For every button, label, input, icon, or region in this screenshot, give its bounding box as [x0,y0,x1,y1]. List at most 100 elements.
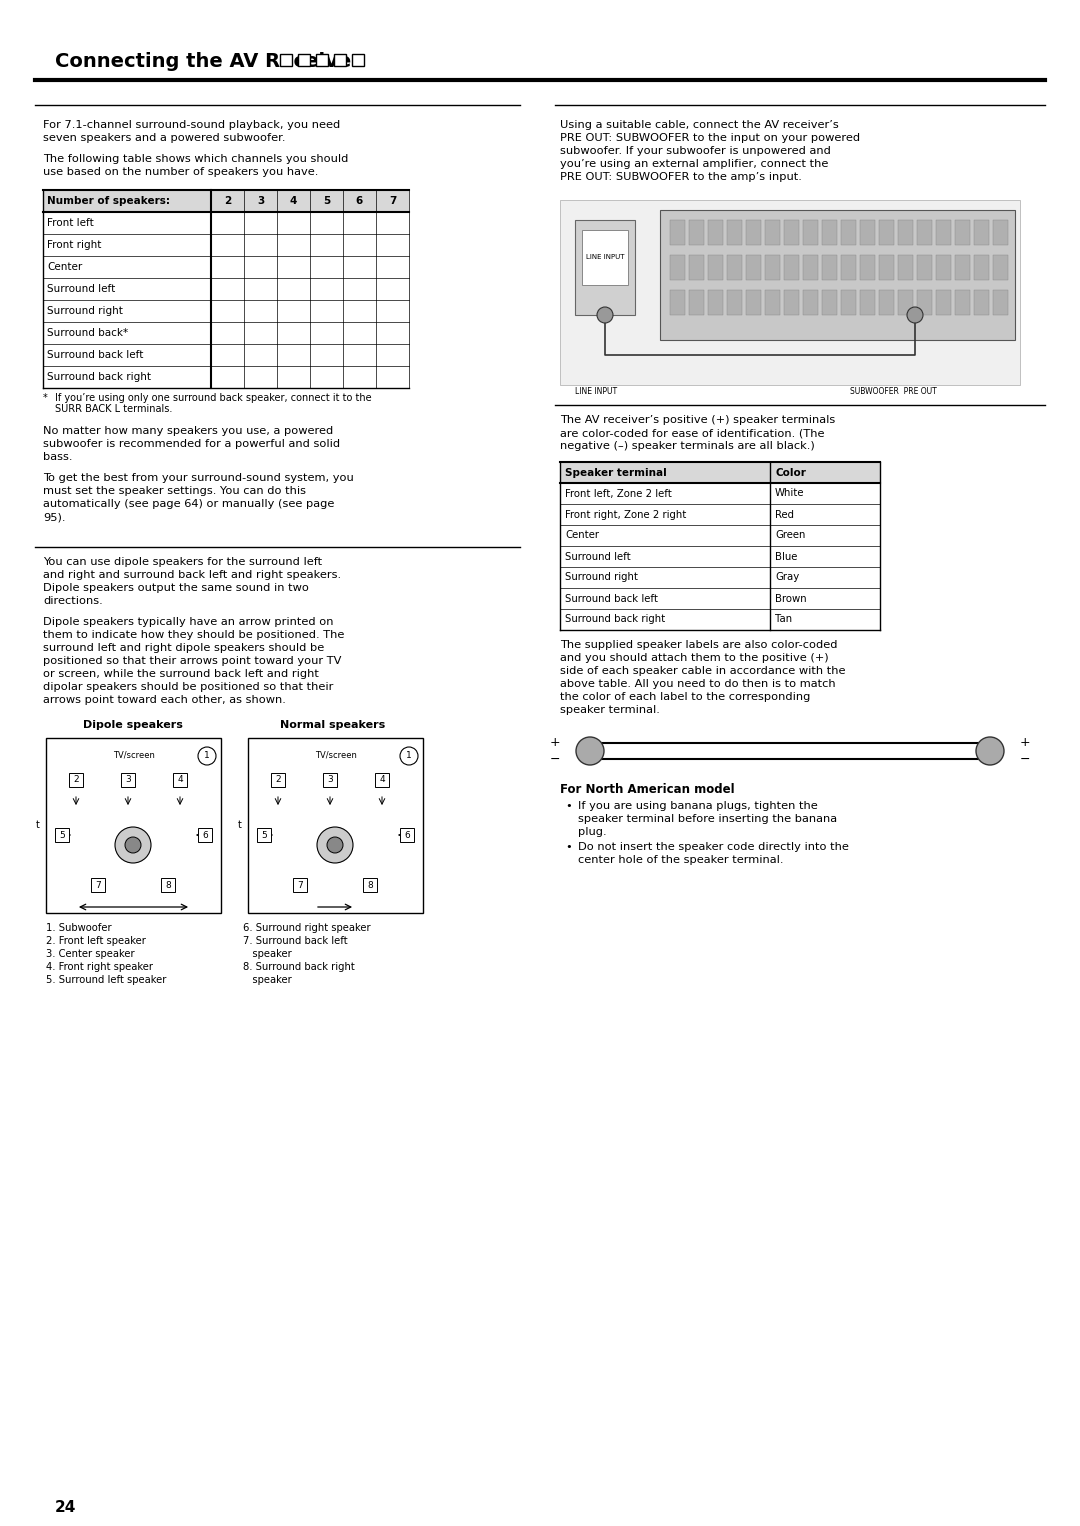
Text: 5: 5 [323,195,330,206]
Text: −: − [550,752,561,766]
Text: Surround back right: Surround back right [565,615,665,624]
Text: you’re using an external amplifier, connect the: you’re using an external amplifier, conn… [561,159,828,169]
Bar [727,220,742,246]
Bar [804,290,818,314]
Text: Surround right: Surround right [565,572,638,583]
Bar [271,774,285,787]
Text: directions.: directions. [43,597,103,606]
Text: Gray: Gray [775,572,799,583]
Text: Blue: Blue [775,551,797,562]
Bar [55,829,69,842]
Bar [121,774,135,787]
Text: +: + [550,737,561,749]
Text: Do not insert the speaker code directly into the: Do not insert the speaker code directly … [578,842,849,852]
Bar [784,255,799,279]
Bar [974,255,989,279]
Text: surround left and right dipole speakers should be: surround left and right dipole speakers … [43,642,324,653]
Bar [974,290,989,314]
Text: Center: Center [565,531,599,540]
Text: The supplied speaker labels are also color-coded: The supplied speaker labels are also col… [561,639,837,650]
Text: •: • [565,801,571,810]
Bar [955,220,970,246]
Text: above table. All you need to do then is to match: above table. All you need to do then is … [561,679,836,690]
Text: 1. Subwoofer: 1. Subwoofer [46,923,111,932]
Text: 3: 3 [125,775,131,784]
Ellipse shape [976,737,1004,765]
Bar [822,255,837,279]
Bar [917,255,932,279]
Text: Surround back right: Surround back right [48,372,151,382]
Text: 1: 1 [406,751,411,760]
Text: 4: 4 [379,775,384,784]
Bar [689,290,704,314]
Text: speaker: speaker [243,949,292,958]
Text: speaker: speaker [243,975,292,984]
Text: or screen, while the surround back left and right: or screen, while the surround back left … [43,668,319,679]
Bar [746,255,761,279]
Bar [375,774,389,787]
Bar [784,290,799,314]
Text: PRE OUT: SUBWOOFER to the input on your powered: PRE OUT: SUBWOOFER to the input on your … [561,133,860,143]
Text: Connecting the AV Receiver: Connecting the AV Receiver [55,52,361,72]
Bar [293,877,307,893]
Circle shape [125,836,141,853]
Bar [974,220,989,246]
Text: 2: 2 [73,775,79,784]
Text: Speaker terminal: Speaker terminal [565,467,666,478]
Text: TV/screen: TV/screen [112,749,154,758]
Bar [822,220,837,246]
Bar [746,290,761,314]
Text: Brown: Brown [775,594,807,603]
Circle shape [198,748,216,765]
Bar [248,739,423,913]
Text: speaker terminal.: speaker terminal. [561,705,660,716]
Bar [804,255,818,279]
Bar [784,220,799,246]
Bar [765,220,780,246]
Bar [670,255,685,279]
Bar [280,53,292,66]
Bar [841,220,856,246]
Bar [173,774,187,787]
Bar [91,877,105,893]
Text: automatically (see page 64) or manually (see page: automatically (see page 64) or manually … [43,499,335,510]
Bar [822,290,837,314]
Bar [352,53,364,66]
Bar [708,255,723,279]
Bar [561,462,880,484]
Bar [860,290,875,314]
Bar [897,290,913,314]
Circle shape [114,827,151,864]
Text: 2. Front left speaker: 2. Front left speaker [46,935,146,946]
Text: 6: 6 [356,195,363,206]
Text: Surround left: Surround left [565,551,631,562]
Text: Dipole speakers typically have an arrow printed on: Dipole speakers typically have an arrow … [43,617,334,627]
Text: Surround right: Surround right [48,307,123,316]
Bar [689,220,704,246]
Bar [400,829,414,842]
Bar [198,829,212,842]
Text: Surround left: Surround left [48,284,116,295]
Bar [993,220,1008,246]
Text: Front right: Front right [48,240,102,250]
Bar [765,255,780,279]
Bar [860,255,875,279]
Text: use based on the number of speakers you have.: use based on the number of speakers you … [43,166,319,177]
Bar [993,290,1008,314]
Text: The AV receiver’s positive (+) speaker terminals: The AV receiver’s positive (+) speaker t… [561,415,835,426]
Text: For 7.1-channel surround-sound playback, you need: For 7.1-channel surround-sound playback,… [43,121,340,130]
Text: bass.: bass. [43,452,72,462]
Text: 5: 5 [261,830,267,839]
Text: *: * [43,394,48,403]
Bar [917,290,932,314]
Bar [879,290,894,314]
Bar [841,255,856,279]
Text: Red: Red [775,510,794,519]
Bar [936,220,951,246]
Text: −: − [1020,752,1030,766]
Circle shape [907,307,923,324]
Bar [804,220,818,246]
Text: LINE INPUT: LINE INPUT [585,253,624,259]
Text: 2: 2 [275,775,281,784]
Bar [993,255,1008,279]
